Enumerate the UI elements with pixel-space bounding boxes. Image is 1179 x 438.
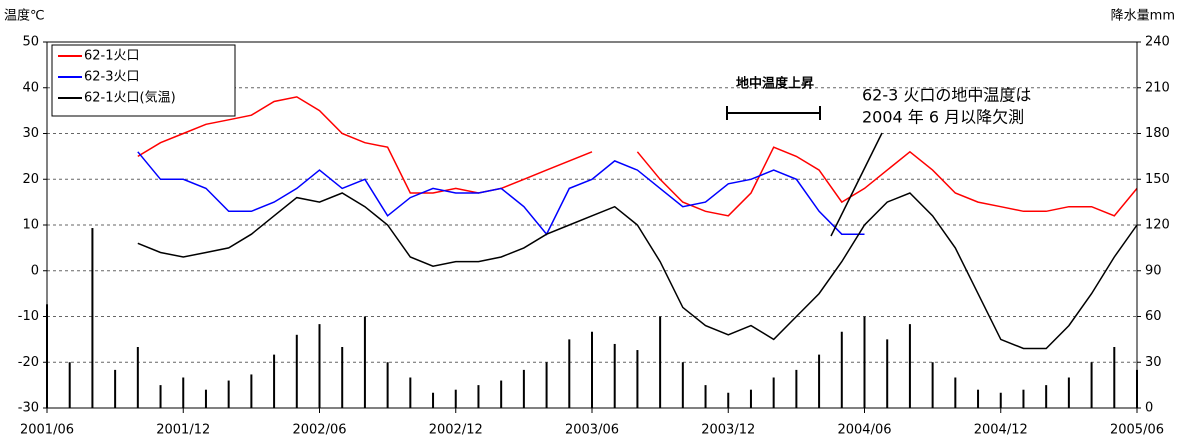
annotation: 2004 年 6 月以降欠測: [862, 108, 1024, 127]
precip-bar: [250, 374, 253, 408]
y2-tick-label: 60: [1145, 309, 1162, 324]
x-tick-label: 2003/12: [701, 423, 755, 438]
precip-bar: [636, 350, 639, 408]
precip-bar: [1067, 377, 1070, 408]
y-tick-label: 20: [22, 172, 39, 187]
precip-bar: [681, 362, 684, 408]
series-line: [137, 151, 865, 236]
precip-bar: [114, 369, 117, 408]
y-tick-label: -20: [18, 355, 39, 370]
precip-bar: [545, 362, 548, 408]
precip-bar: [522, 369, 525, 408]
x-tick-label: 2001/12: [156, 423, 210, 438]
precip-bar: [454, 389, 457, 408]
precip-bar: [159, 385, 162, 408]
precip-bar: [477, 385, 480, 408]
precip-bar: [1022, 389, 1025, 408]
precip-bar: [568, 339, 571, 408]
precip-bar: [863, 316, 866, 408]
series-line: [137, 96, 1138, 217]
precip-bar: [136, 347, 139, 408]
precip-bar: [931, 362, 934, 408]
precip-bar: [432, 392, 435, 408]
annotation: 62-3 火口の地中温度は: [862, 86, 1031, 105]
precip-bar: [704, 385, 707, 408]
y2-axis-label: 降水量mm: [1111, 9, 1175, 24]
precip-bar: [1113, 347, 1116, 408]
y2-tick-label: 0: [1145, 401, 1153, 416]
legend-label: 62-1火口(気温): [84, 90, 176, 106]
y-tick-label: 30: [22, 126, 39, 141]
annotation: 地中温度上昇: [736, 76, 814, 92]
x-tick-label: 2001/06: [20, 423, 74, 438]
precip-bar: [1090, 362, 1093, 408]
y2-tick-label: 120: [1145, 218, 1170, 233]
precip-bar: [341, 347, 344, 408]
precip-bar: [363, 316, 366, 408]
precip-bar: [954, 377, 957, 408]
precip-bar: [818, 354, 821, 408]
x-tick-label: 2004/12: [974, 423, 1028, 438]
precip-bar: [273, 354, 276, 408]
precip-bar: [68, 362, 71, 408]
precip-bar: [886, 339, 889, 408]
precip-bar: [727, 392, 730, 408]
y2-tick-label: 30: [1145, 355, 1162, 370]
precip-bar: [295, 334, 298, 408]
precip-bar: [591, 331, 593, 408]
y-tick-label: -10: [18, 309, 39, 324]
x-tick-label: 2005/06: [1110, 423, 1164, 438]
precip-bar: [977, 389, 980, 408]
legend-label: 62-1火口: [84, 49, 140, 64]
precip-bar: [386, 362, 389, 408]
precip-bar: [182, 377, 185, 408]
y2-tick-label: 180: [1145, 126, 1170, 141]
y-tick-label: 0: [31, 263, 39, 278]
precip-bar: [749, 389, 752, 408]
precip-bar: [500, 380, 503, 408]
precip-bar: [613, 343, 616, 408]
series-line: [137, 192, 1138, 350]
x-tick-label: 2002/06: [292, 423, 346, 438]
legend-label: 62-3火口: [84, 70, 140, 85]
precip-bar: [772, 377, 775, 408]
precip-bar: [409, 377, 412, 408]
annotation-pointer: [830, 132, 883, 237]
y2-tick-label: 240: [1145, 35, 1170, 50]
precip-bar: [999, 392, 1002, 408]
y-tick-label: -30: [18, 401, 39, 416]
legend-box: [51, 44, 236, 117]
precip-bar: [908, 324, 911, 408]
y-tick-label: 50: [22, 35, 39, 50]
precip-bar: [227, 380, 230, 408]
x-tick-label: 2004/06: [837, 423, 891, 438]
x-tick-label: 2002/12: [429, 423, 483, 438]
precip-bar: [91, 228, 94, 408]
y2-tick-label: 210: [1145, 80, 1170, 95]
plot-frame: [46, 41, 1138, 409]
y2-tick-label: 90: [1145, 263, 1162, 278]
y-tick-label: 10: [22, 218, 39, 233]
y-tick-label: 40: [22, 80, 39, 95]
precip-bar: [659, 316, 662, 408]
precip-bar: [1045, 385, 1048, 408]
precip-bar: [795, 369, 798, 408]
precip-bar: [840, 331, 843, 408]
precip-bar: [204, 389, 207, 408]
bracket: [726, 106, 821, 120]
x-tick-label: 2003/06: [565, 423, 619, 438]
y-axis-label: 温度℃: [4, 8, 45, 24]
y2-tick-label: 150: [1145, 172, 1170, 187]
precip-bar: [318, 324, 321, 408]
